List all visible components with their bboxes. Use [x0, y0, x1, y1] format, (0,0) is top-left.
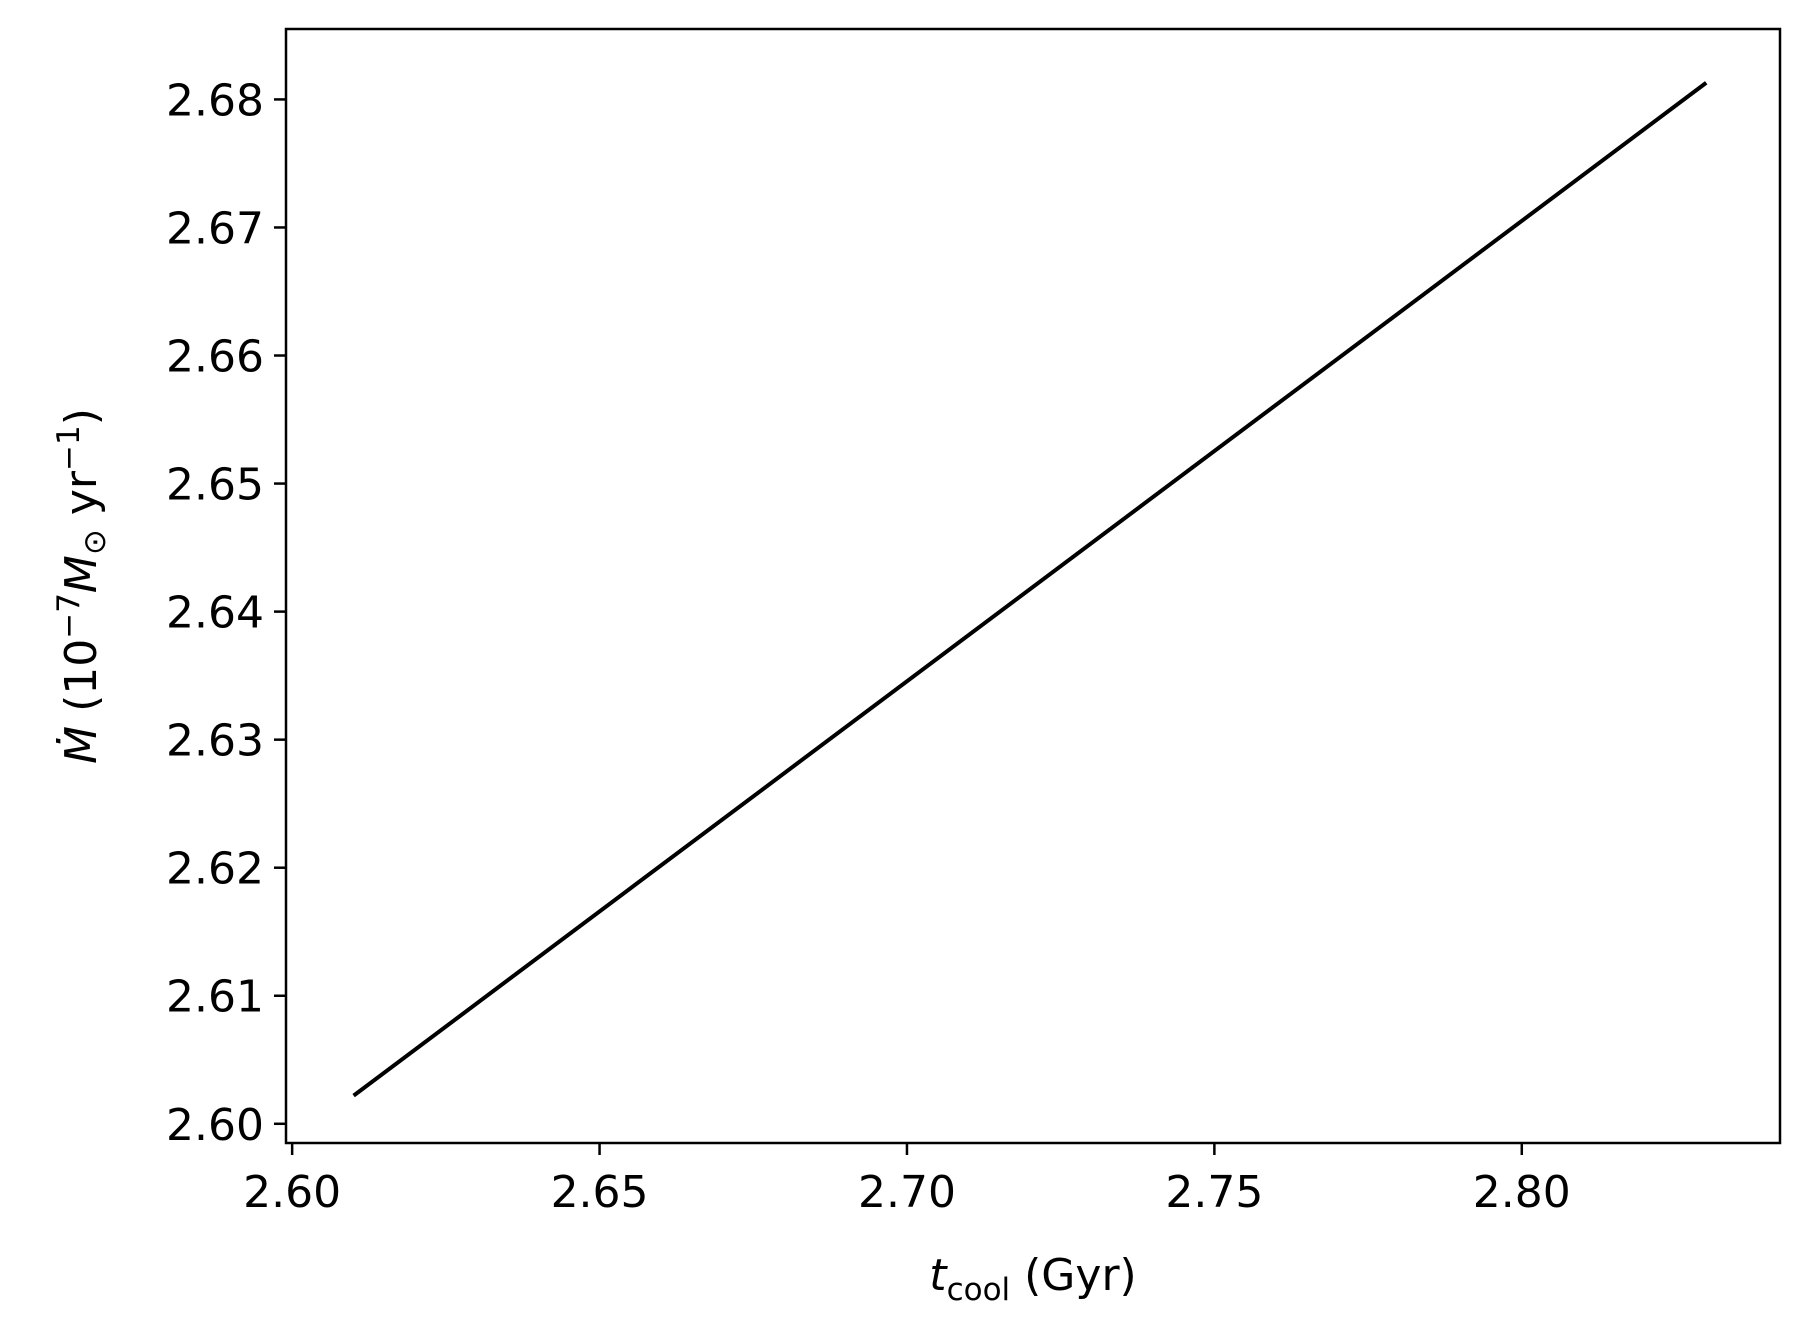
x-tick-label: 2.75	[1165, 1167, 1263, 1218]
x-axis-label: tcool (Gyr)	[929, 1250, 1136, 1308]
x-tick-label: 2.80	[1473, 1167, 1571, 1218]
y-tick-label: 2.63	[166, 716, 264, 767]
axes-frame	[284, 27, 1782, 1145]
series-line-1	[352, 81, 1708, 1098]
y-axis-label: Ṁ (10−7M⊙ yr−1)	[51, 408, 113, 764]
x-tick-label: 2.60	[243, 1167, 341, 1218]
y-tick-label: 2.61	[166, 972, 264, 1023]
y-tick-label: 2.60	[166, 1100, 264, 1151]
y-tick-label: 2.67	[166, 203, 264, 254]
x-tick-label: 2.70	[858, 1167, 956, 1218]
y-tick-label: 2.64	[166, 588, 264, 639]
y-tick-label: 2.66	[166, 332, 264, 383]
x-tick-label: 2.65	[551, 1167, 649, 1218]
y-tick-label: 2.68	[166, 75, 264, 126]
y-tick-label: 2.65	[166, 460, 264, 511]
y-tick-label: 2.62	[166, 844, 264, 895]
